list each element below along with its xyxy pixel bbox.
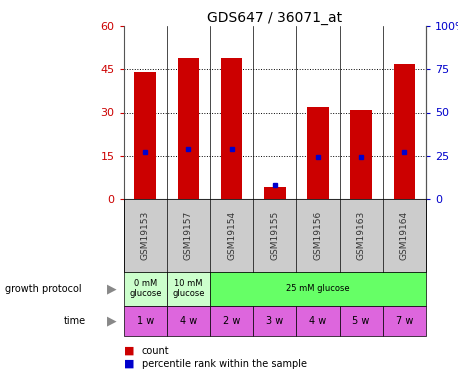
Text: ▶: ▶ — [107, 314, 117, 327]
Text: GSM19164: GSM19164 — [400, 211, 409, 260]
Bar — [307, 107, 329, 199]
Text: ▶: ▶ — [107, 282, 117, 295]
Text: count: count — [142, 346, 169, 355]
Text: 5 w: 5 w — [353, 316, 370, 326]
Text: growth protocol: growth protocol — [5, 284, 81, 294]
Text: 2 w: 2 w — [223, 316, 240, 326]
Text: ■: ■ — [124, 359, 134, 369]
Text: GSM19157: GSM19157 — [184, 211, 193, 260]
Text: time: time — [64, 316, 86, 326]
Text: GSM19153: GSM19153 — [141, 211, 150, 260]
Text: 1 w: 1 w — [136, 316, 154, 326]
Bar — [393, 64, 415, 199]
Text: GSM19163: GSM19163 — [357, 211, 365, 260]
Bar — [135, 72, 156, 199]
Text: GSM19155: GSM19155 — [270, 211, 279, 260]
Text: 7 w: 7 w — [396, 316, 413, 326]
Text: 4 w: 4 w — [180, 316, 197, 326]
Text: 3 w: 3 w — [266, 316, 284, 326]
Text: 4 w: 4 w — [309, 316, 327, 326]
Text: percentile rank within the sample: percentile rank within the sample — [142, 359, 307, 369]
Text: GSM19156: GSM19156 — [313, 211, 322, 260]
Text: GSM19154: GSM19154 — [227, 211, 236, 260]
Bar — [178, 58, 199, 199]
Text: ■: ■ — [124, 346, 134, 355]
Text: 10 mM
glucose: 10 mM glucose — [172, 279, 205, 298]
Text: 0 mM
glucose: 0 mM glucose — [129, 279, 162, 298]
Bar — [264, 187, 286, 199]
Text: 25 mM glucose: 25 mM glucose — [286, 284, 350, 293]
Bar — [221, 58, 242, 199]
Title: GDS647 / 36071_at: GDS647 / 36071_at — [207, 11, 343, 25]
Bar — [350, 110, 372, 199]
